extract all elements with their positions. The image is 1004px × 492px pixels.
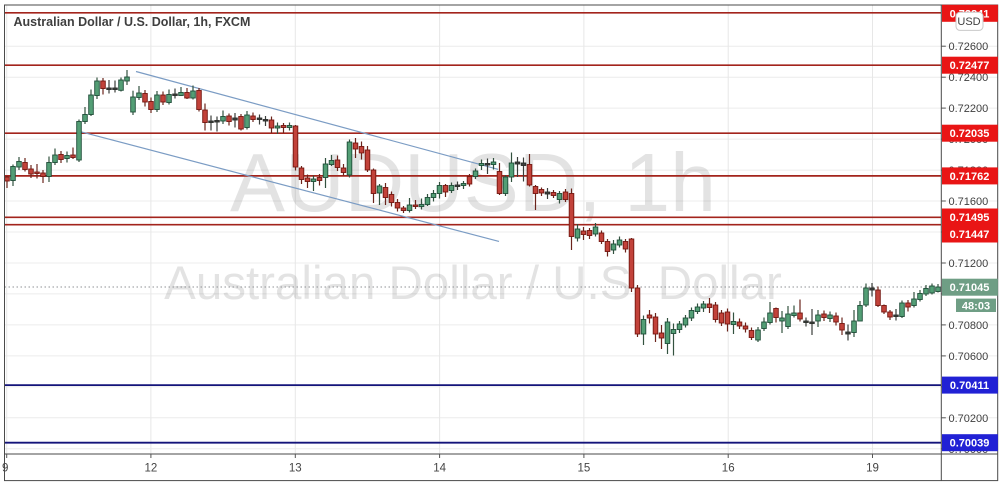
- svg-text:48:03: 48:03: [962, 300, 990, 312]
- svg-text:0.71762: 0.71762: [950, 171, 990, 183]
- svg-text:0.72035: 0.72035: [950, 128, 990, 140]
- svg-text:0.72600: 0.72600: [949, 41, 989, 53]
- svg-text:16: 16: [722, 463, 735, 475]
- svg-text:0.70800: 0.70800: [949, 320, 989, 332]
- svg-text:0.70411: 0.70411: [950, 380, 989, 392]
- svg-text:USD: USD: [957, 16, 980, 28]
- svg-text:0.71045: 0.71045: [950, 282, 990, 294]
- svg-text:0.71600: 0.71600: [949, 196, 989, 208]
- svg-text:12: 12: [145, 463, 158, 475]
- svg-text:0.72400: 0.72400: [949, 72, 989, 84]
- svg-text:Australian Dollar / U.S. Dolla: Australian Dollar / U.S. Dollar, 1h, FXC…: [14, 15, 251, 29]
- svg-text:0.71495: 0.71495: [950, 212, 990, 224]
- svg-text:15: 15: [578, 463, 591, 475]
- svg-text:0.72200: 0.72200: [949, 103, 989, 115]
- svg-text:0.70039: 0.70039: [950, 438, 990, 450]
- svg-text:9: 9: [2, 463, 8, 475]
- svg-text:13: 13: [289, 463, 302, 475]
- svg-text:Australian Dollar / U.S. Dolla: Australian Dollar / U.S. Dollar: [164, 257, 782, 310]
- svg-text:0.70600: 0.70600: [949, 351, 989, 363]
- svg-text:0.71447: 0.71447: [950, 229, 990, 241]
- svg-text:AUDUSD, 1h: AUDUSD, 1h: [230, 137, 716, 229]
- svg-text:14: 14: [433, 463, 446, 475]
- svg-text:0.72477: 0.72477: [950, 60, 990, 72]
- svg-text:0.70200: 0.70200: [949, 413, 989, 425]
- svg-text:0.71200: 0.71200: [949, 258, 989, 270]
- svg-text:19: 19: [866, 463, 879, 475]
